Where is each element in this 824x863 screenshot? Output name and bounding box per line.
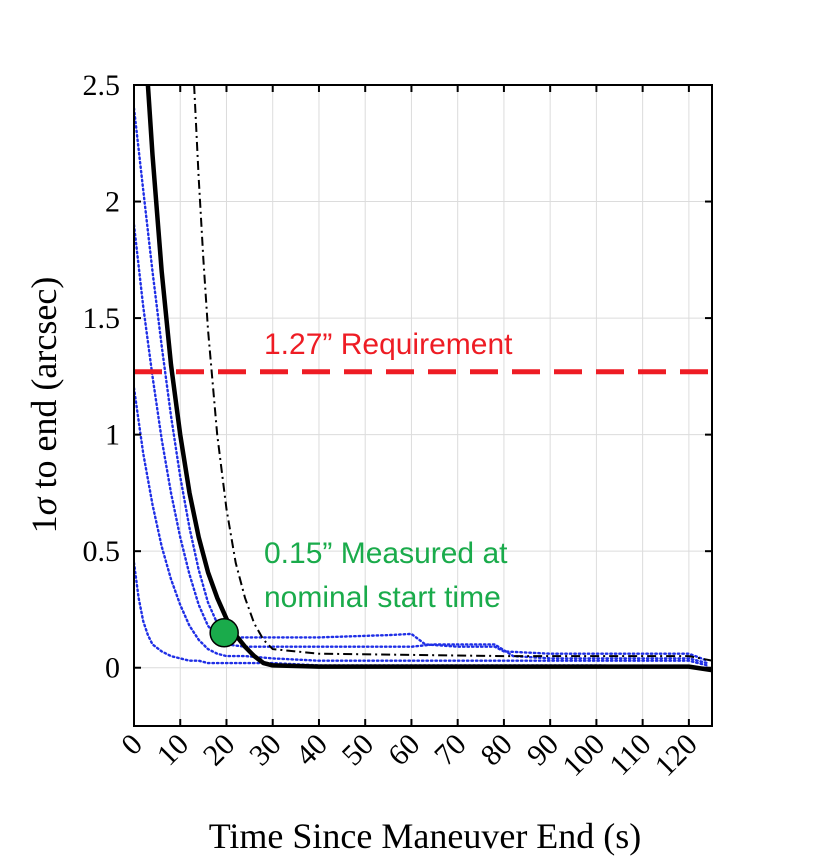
measured-label-line2: nominal start time [264, 581, 501, 614]
x-tick-label: 90 [521, 728, 566, 773]
x-tick-label: 110 [603, 728, 657, 782]
y-tick-label: 1 [105, 419, 120, 452]
x-axis-title: Time Since Maneuver End (s) [209, 816, 642, 856]
y-axis-title-sigma: σ [24, 496, 64, 515]
series-monte-carlo-a [134, 107, 709, 662]
y-tick-label: 2.5 [83, 69, 121, 102]
y-tick-label: 0.5 [83, 535, 121, 568]
x-tick-label: 10 [151, 728, 196, 773]
requirement-label: 1.27” Requirement [264, 328, 513, 361]
y-tick-label: 2 [105, 186, 120, 219]
x-tick-label: 30 [243, 728, 288, 773]
measured-point-marker [209, 618, 239, 648]
y-axis-title-prefix: 1 [24, 515, 64, 533]
x-tick-label: 70 [428, 728, 473, 773]
x-tick-label: 100 [556, 728, 611, 783]
plot-background [134, 85, 712, 726]
x-tick-label: 120 [649, 728, 704, 783]
series-monte-carlo-b [134, 223, 709, 665]
y-tick-label: 1.5 [83, 302, 121, 335]
series-monte-carlo-c [134, 386, 709, 667]
x-tick-label: 80 [474, 728, 519, 773]
x-tick-label: 60 [382, 728, 427, 773]
series-upper-bound [193, 85, 712, 662]
x-tick-label: 40 [289, 728, 334, 773]
plot-frame [133, 84, 713, 727]
y-axis-title-suffix: to end (arcsec) [24, 277, 64, 498]
measured-label-line1: 0.15” Measured at [264, 537, 508, 570]
x-tick-label: 20 [197, 728, 242, 773]
x-tick-label: 0 [115, 728, 149, 762]
x-tick-label: 50 [336, 728, 381, 773]
y-axis-title: 1σ to end (arcsec) [24, 277, 64, 534]
y-tick-label: 0 [105, 652, 120, 685]
y-axis-ticks: 0 0.5 1 1.5 2 2.5 [83, 69, 712, 685]
